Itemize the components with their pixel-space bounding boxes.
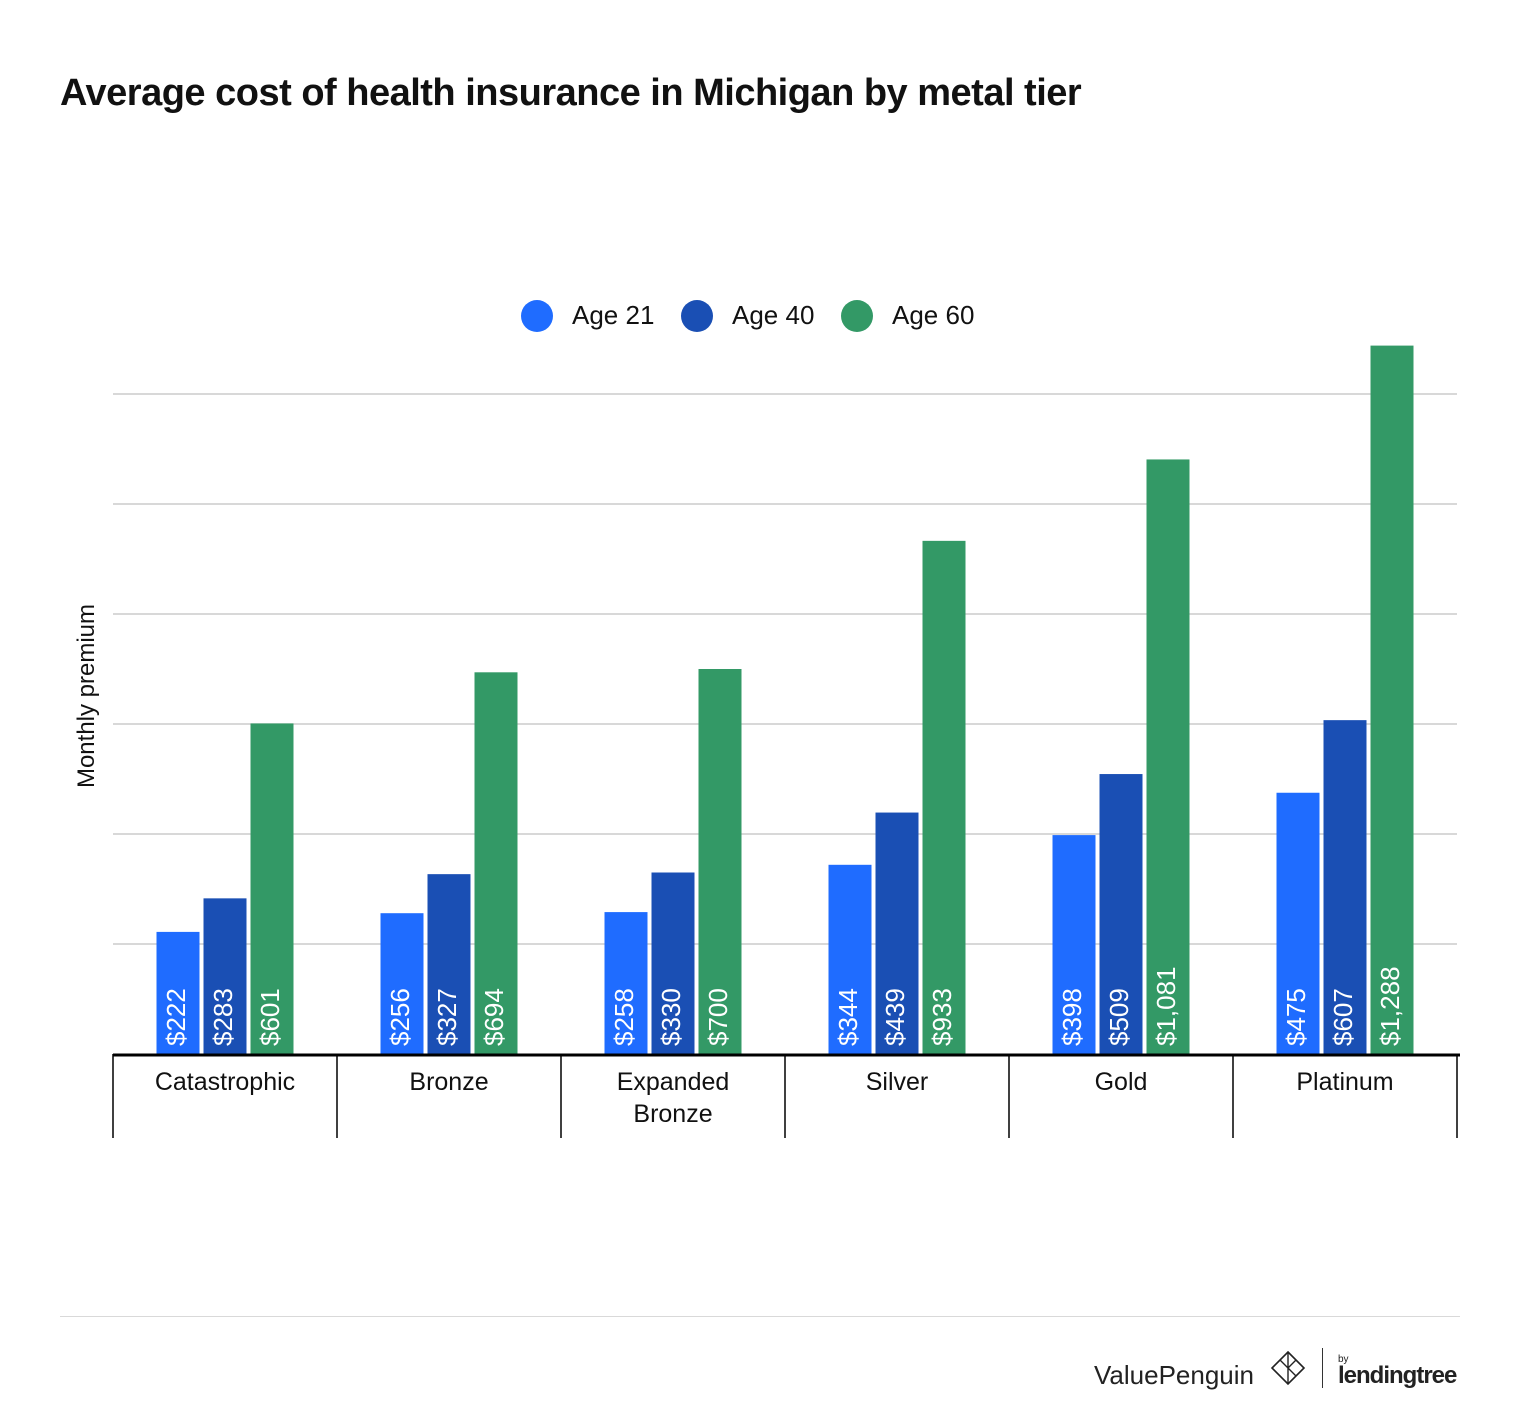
bars: $222 $283 $601 $256 $327 $694 $258 $330 $700 $344…: [156, 345, 1414, 1055]
data-label: $1,288: [1375, 966, 1405, 1046]
lendingtree-wordmark: lendingtree: [1338, 1362, 1457, 1389]
bar-age-40-2: [651, 872, 695, 1054]
data-label: $475: [1281, 988, 1311, 1046]
bar-age-40-5: [1323, 720, 1367, 1054]
data-label: $256: [385, 988, 415, 1046]
by-text: by: [1338, 1354, 1349, 1365]
legend-swatch: [681, 300, 713, 332]
bar-age-60-1: [474, 672, 518, 1054]
legend-swatch: [521, 300, 553, 332]
bar-age-21-3: [828, 864, 872, 1054]
legend-label: Age 60: [892, 300, 974, 330]
footer-divider: [60, 1316, 1460, 1317]
bar-age-60-0: [250, 723, 294, 1054]
legend-label: Age 21: [572, 300, 654, 330]
y-axis-label: Monthly premium: [73, 604, 100, 788]
bar-age-21-4: [1052, 835, 1096, 1054]
bar-age-40-1: [427, 874, 471, 1054]
category-label: Silver: [866, 1068, 929, 1096]
category-label: Catastrophic: [155, 1068, 295, 1096]
data-label: $509: [1104, 988, 1134, 1046]
data-label: $258: [609, 988, 639, 1046]
bar-age-60-2: [698, 669, 742, 1054]
category-label: Expanded Bronze: [617, 1068, 730, 1128]
bar-age-40-3: [875, 812, 919, 1054]
brand-separator: [1322, 1348, 1323, 1388]
category-label: Bronze: [409, 1068, 488, 1096]
data-label: $439: [880, 988, 910, 1046]
gridlines: [113, 393, 1457, 945]
brand-logo: ValuePenguin by lendingtree: [1094, 1346, 1460, 1396]
data-label: $607: [1328, 988, 1358, 1046]
data-label: $933: [927, 988, 957, 1046]
category-label: Gold: [1095, 1068, 1148, 1096]
data-label: $330: [656, 988, 686, 1046]
data-label: $398: [1057, 988, 1087, 1046]
bar-age-40-4: [1099, 774, 1143, 1054]
data-label: $222: [161, 988, 191, 1046]
data-label: $283: [208, 988, 238, 1046]
bar-age-60-5: [1370, 345, 1414, 1055]
bar-age-21-5: [1276, 792, 1320, 1054]
data-label: $344: [833, 988, 863, 1046]
legend-label: Age 40: [732, 300, 814, 330]
valuepenguin-icon: [1270, 1350, 1306, 1386]
valuepenguin-wordmark: ValuePenguin: [1094, 1360, 1254, 1390]
legend: Age 21 Age 40 Age 60: [521, 300, 974, 332]
data-label: $694: [479, 988, 509, 1046]
bar-age-21-0: [156, 931, 200, 1054]
bar-age-40-0: [203, 898, 247, 1054]
legend-swatch: [841, 300, 873, 332]
bar-age-21-1: [380, 913, 424, 1054]
x-axis: Catastrophic Bronze Expanded Bronze Silver Go…: [112, 1053, 1460, 1138]
data-label: $327: [432, 988, 462, 1046]
bar-chart: $222 $283 $601 $256 $327 $694 $258 $330 $700 $344…: [73, 300, 1460, 1138]
bar-age-60-3: [922, 540, 966, 1054]
chart-title: Average cost of health insurance in Mich…: [60, 72, 1082, 114]
data-label: $700: [703, 988, 733, 1046]
data-label: $601: [255, 988, 285, 1046]
data-label: $1,081: [1151, 966, 1181, 1046]
category-label: Platinum: [1296, 1068, 1393, 1096]
bar-age-60-4: [1146, 459, 1190, 1054]
bar-age-21-2: [604, 912, 648, 1054]
